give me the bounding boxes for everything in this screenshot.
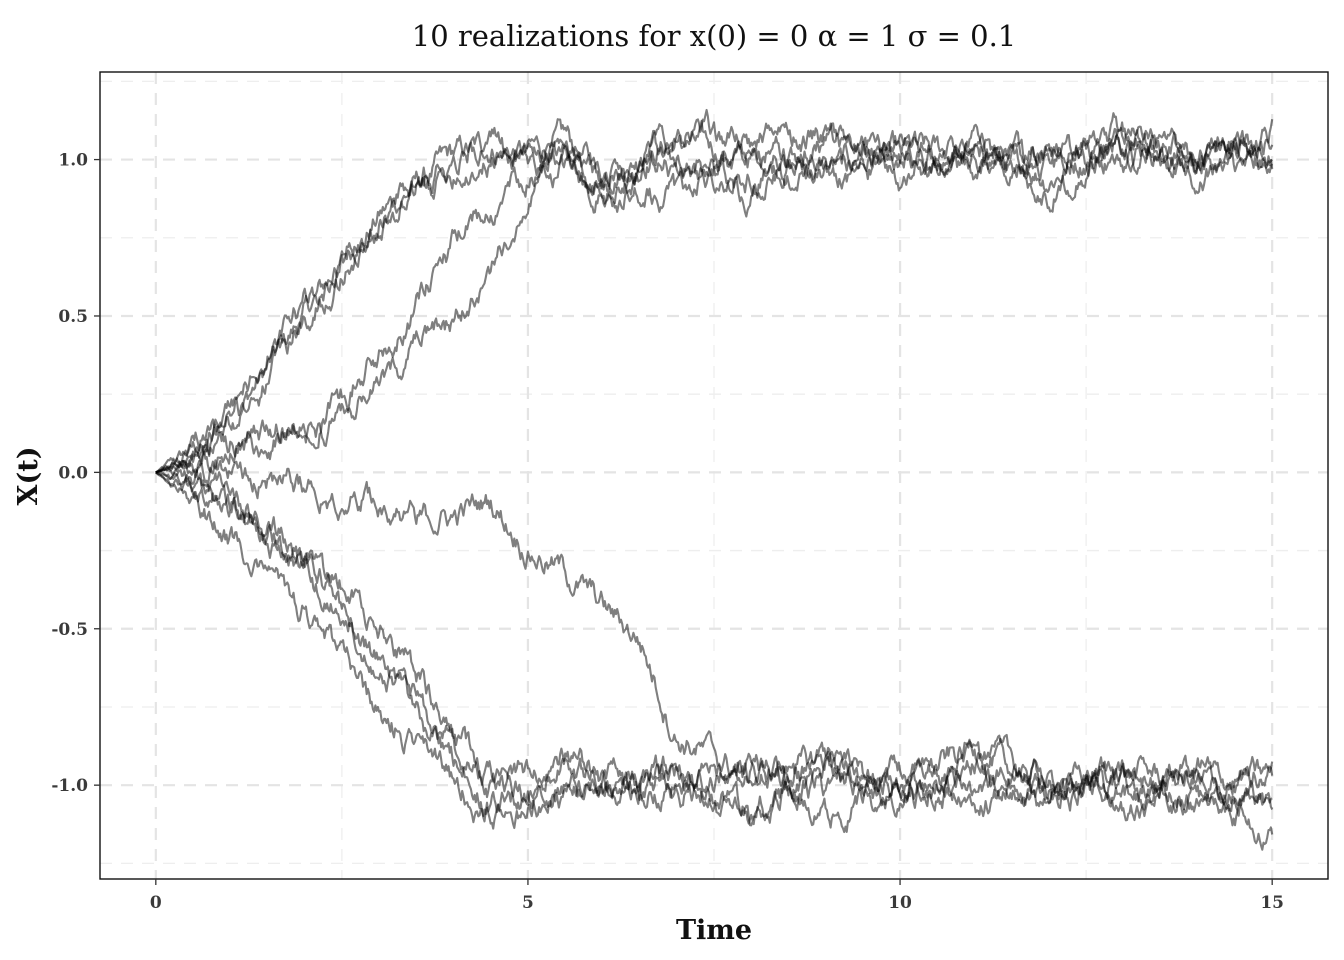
y-tick-label: -1.0 xyxy=(51,776,88,796)
series-line-1 xyxy=(155,118,1274,474)
axis-layer: 0 5 10 15 -1.0 -0.5 0.0 0.5 1.0 xyxy=(51,151,1284,913)
y-tick-label: 0.0 xyxy=(58,463,88,483)
series-line-3 xyxy=(155,108,1274,474)
series-line-4 xyxy=(155,125,1274,474)
panel-border xyxy=(99,71,1329,880)
y-axis-title: X(t) xyxy=(13,447,44,506)
y-tick-label: 0.5 xyxy=(58,307,88,327)
series-line-10 xyxy=(155,471,1274,851)
x-tick-label: 15 xyxy=(1260,893,1284,913)
series-line-8 xyxy=(155,471,1274,814)
x-tick-label: 5 xyxy=(522,893,534,913)
series-layer xyxy=(155,108,1274,851)
x-tick-label: 0 xyxy=(150,893,162,913)
x-axis-title: Time xyxy=(676,915,752,946)
y-tick-label: -0.5 xyxy=(51,620,88,640)
series-line-5 xyxy=(155,112,1274,474)
y-tick-label: 1.0 xyxy=(58,151,88,171)
x-tick-label: 10 xyxy=(888,893,912,913)
chart-title: 10 realizations for x(0) = 0 α = 1 σ = 0… xyxy=(412,19,1016,53)
